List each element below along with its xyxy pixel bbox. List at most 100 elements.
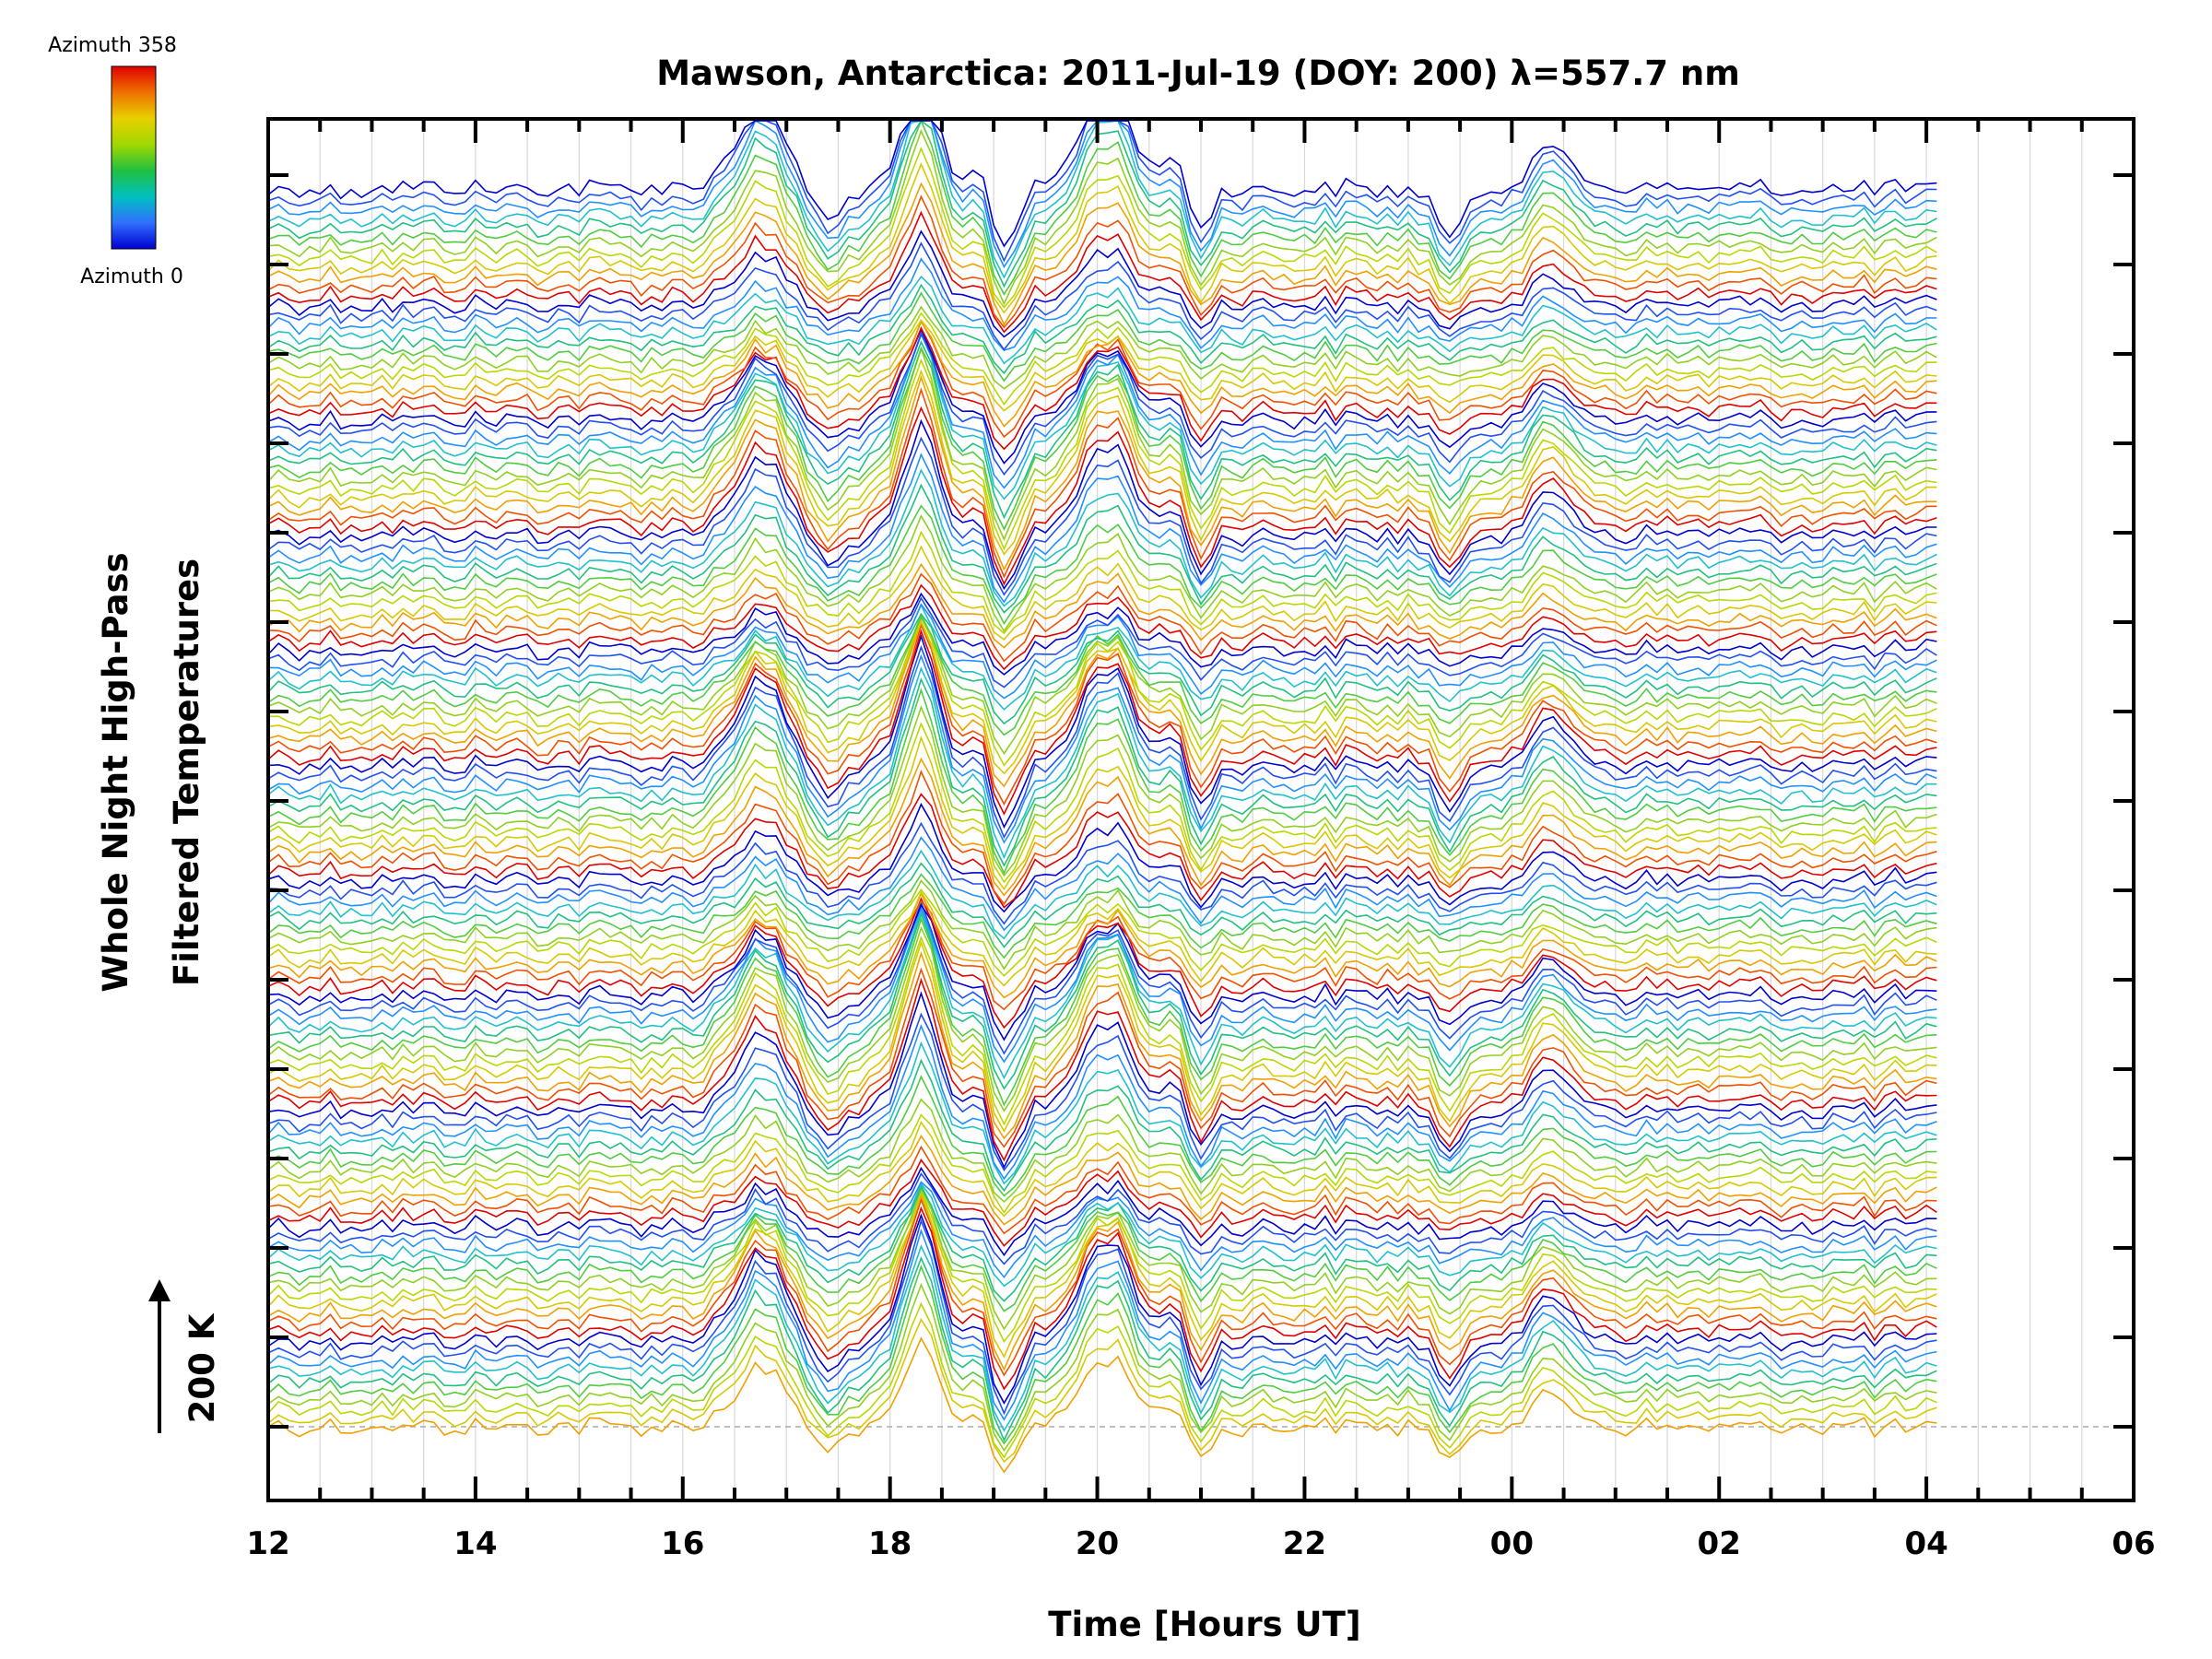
series-line xyxy=(267,900,1937,1011)
series-line xyxy=(267,319,1937,412)
series-line xyxy=(267,241,1937,351)
series-line xyxy=(267,118,1937,296)
series-line xyxy=(267,1181,1937,1279)
series-line xyxy=(267,275,1937,365)
series-line xyxy=(267,1213,1937,1405)
series-line xyxy=(267,406,1937,586)
series-line xyxy=(267,1121,1937,1218)
series-line xyxy=(267,1187,1937,1344)
series-line xyxy=(267,991,1937,1170)
series-line xyxy=(267,940,1937,1133)
series-line xyxy=(267,346,1937,531)
series-line xyxy=(267,1166,1937,1257)
series-line xyxy=(267,305,1937,390)
series-line xyxy=(267,358,1937,551)
series-line xyxy=(267,653,1937,844)
x-tick-label: 14 xyxy=(453,1525,497,1562)
series-line xyxy=(267,1197,1937,1377)
series-line xyxy=(267,210,1937,334)
series-line xyxy=(267,319,1937,439)
series-line xyxy=(267,162,1937,314)
series-line xyxy=(267,325,1937,451)
colorbar: Azimuth 358 Azimuth 0 xyxy=(48,34,183,288)
series-line xyxy=(267,453,1937,604)
series-line xyxy=(267,332,1937,476)
series-line xyxy=(267,182,1937,326)
series-line xyxy=(267,1186,1937,1312)
series-line xyxy=(267,120,1937,263)
series-line xyxy=(267,1158,1937,1247)
x-tick-label: 00 xyxy=(1490,1525,1534,1562)
series-line xyxy=(267,935,1937,1126)
scale-indicator: 200 K xyxy=(148,1279,222,1433)
axis-ticks xyxy=(266,119,2136,1500)
series-line xyxy=(267,194,1937,329)
series-line xyxy=(267,331,1937,500)
x-tick-label: 16 xyxy=(661,1525,704,1562)
colorbar-top-label: Azimuth 358 xyxy=(48,34,177,57)
series-line xyxy=(267,147,1937,309)
x-tick-label: 02 xyxy=(1698,1525,1741,1562)
series-line xyxy=(267,1023,1937,1181)
series-line xyxy=(267,770,1937,906)
series-line xyxy=(267,612,1937,756)
series-line xyxy=(267,436,1937,596)
series-line xyxy=(267,327,1937,465)
series-line xyxy=(267,873,1937,959)
series-line xyxy=(267,530,1937,635)
series-line xyxy=(267,468,1937,607)
series-line xyxy=(267,1264,1937,1445)
series-line xyxy=(267,905,1937,1064)
series-lines xyxy=(267,118,1937,1474)
x-tick-label: 06 xyxy=(2112,1525,2155,1562)
series-line xyxy=(267,1134,1937,1226)
series-line xyxy=(267,908,1937,1080)
x-tick-label: 12 xyxy=(246,1525,289,1562)
series-line xyxy=(267,890,1937,987)
series-line xyxy=(267,950,1937,1140)
series-line xyxy=(267,862,1937,948)
series-line xyxy=(267,705,1937,877)
y-axis-label-line1: Whole Night High-Pass xyxy=(96,552,135,992)
series-line xyxy=(267,677,1937,867)
series-line xyxy=(267,1058,1937,1193)
series-line xyxy=(267,1189,1937,1359)
series-line xyxy=(267,618,1937,775)
series-line xyxy=(267,1336,1937,1474)
series-line xyxy=(267,603,1937,700)
series-line xyxy=(267,1012,1937,1171)
series-line xyxy=(267,977,1937,1162)
series-line xyxy=(267,291,1937,382)
series-line xyxy=(267,1255,1937,1442)
series-line xyxy=(267,1182,1937,1288)
series-line xyxy=(267,572,1937,663)
series-line xyxy=(267,583,1937,671)
series-line xyxy=(267,666,1937,860)
series-line xyxy=(267,802,1937,913)
colorbar-gradient xyxy=(111,65,157,250)
series-line xyxy=(267,1317,1937,1464)
series-line xyxy=(267,119,1937,288)
series-line xyxy=(267,1171,1937,1265)
series-line xyxy=(267,916,1937,1107)
series-line xyxy=(267,1041,1937,1185)
scale-label: 200 K xyxy=(182,1312,222,1423)
series-line xyxy=(267,619,1937,788)
series-line xyxy=(267,229,1937,338)
series-line xyxy=(267,912,1937,1090)
series-line xyxy=(267,722,1937,884)
series-line xyxy=(267,1185,1937,1331)
series-line xyxy=(267,340,1937,520)
series-line xyxy=(267,614,1937,767)
series-line xyxy=(267,1206,1937,1391)
series-line xyxy=(267,1183,1937,1302)
x-tick-label: 20 xyxy=(1076,1525,1119,1562)
series-line xyxy=(267,483,1937,614)
series-line xyxy=(267,1244,1937,1432)
series-line xyxy=(267,333,1937,489)
series-line xyxy=(267,903,1937,1041)
series-line xyxy=(267,644,1937,840)
series-line xyxy=(267,596,1937,688)
series-line xyxy=(267,1145,1937,1235)
series-line xyxy=(267,387,1937,579)
